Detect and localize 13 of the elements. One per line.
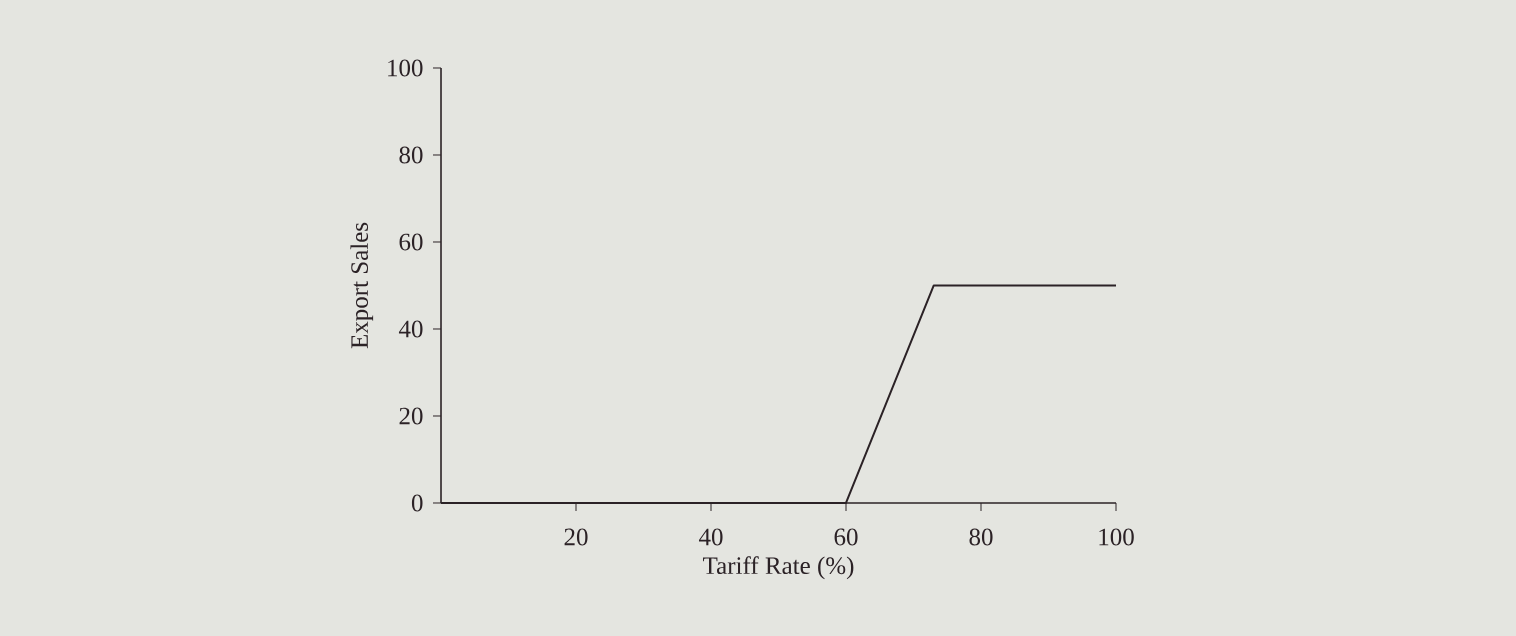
x-tick-label: 20 [564,528,588,546]
y-tick-label: 20 [399,407,423,425]
y-axis-title: Export Sales [350,222,374,349]
y-tick-label: 80 [399,146,423,164]
x-tick-label: 60 [834,528,858,546]
y-tick-label: 60 [399,233,423,251]
x-axis-title: Tariff Rate (%) [703,556,854,580]
y-tick-label: 100 [388,59,423,77]
x-tick-label: 80 [969,528,993,546]
y-tick-label: 40 [398,320,423,338]
x-tick-label: 100 [1099,528,1134,546]
x-tick-label: 40 [698,528,723,546]
y-tick-label: 0 [411,494,423,512]
